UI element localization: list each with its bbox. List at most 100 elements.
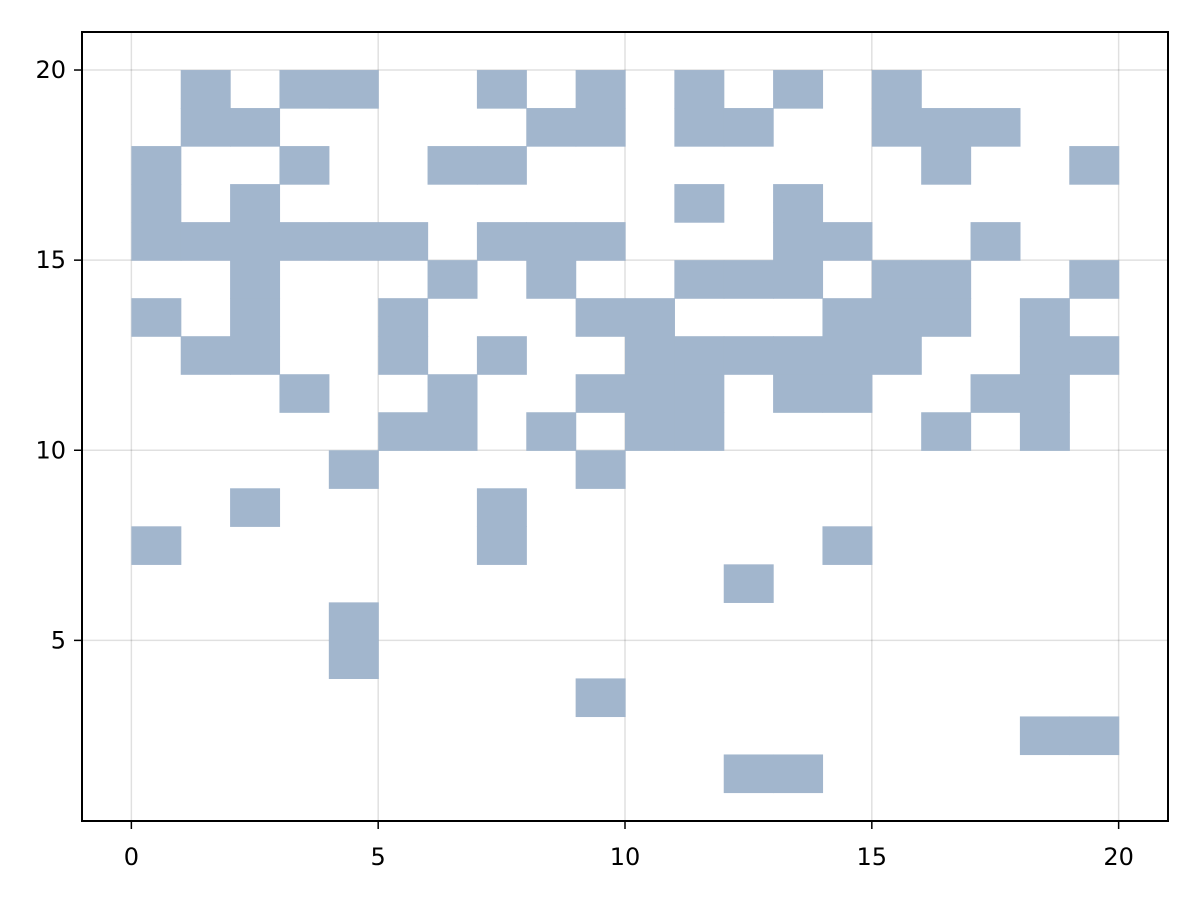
heatmap-cell bbox=[674, 412, 725, 451]
x-tick-label: 20 bbox=[1103, 843, 1134, 871]
heatmap-cell bbox=[723, 336, 774, 375]
heatmap-cell bbox=[328, 222, 379, 261]
heatmap-cell bbox=[575, 70, 626, 109]
heatmap-cell bbox=[1069, 716, 1120, 756]
heatmap-cell bbox=[279, 146, 330, 185]
heatmap-cell bbox=[526, 412, 577, 451]
heatmap-cell bbox=[921, 412, 972, 451]
heatmap-cell bbox=[427, 374, 478, 413]
heatmap-cell bbox=[1019, 412, 1070, 451]
heatmap-cell bbox=[131, 526, 182, 565]
heatmap-cell bbox=[723, 754, 774, 794]
heatmap-cell bbox=[279, 374, 330, 413]
heatmap-cell bbox=[674, 108, 725, 147]
y-tick-label: 10 bbox=[35, 436, 66, 464]
heatmap-cell bbox=[575, 108, 626, 147]
heatmap-cell bbox=[180, 108, 231, 147]
heatmap-cells bbox=[131, 70, 1120, 794]
heatmap-cell bbox=[871, 336, 922, 375]
heatmap-cell bbox=[230, 222, 281, 261]
heatmap-cell bbox=[230, 184, 281, 223]
heatmap-cell bbox=[773, 184, 824, 223]
heatmap-cell bbox=[773, 260, 824, 299]
heatmap-cell bbox=[526, 108, 577, 147]
heatmap-cell bbox=[723, 260, 774, 299]
heatmap-cell bbox=[674, 336, 725, 375]
heatmap-cell bbox=[773, 336, 824, 375]
heatmap-cell bbox=[625, 298, 675, 337]
heatmap-cell bbox=[230, 298, 281, 337]
heatmap-cell bbox=[575, 678, 626, 718]
heatmap-cell bbox=[822, 374, 873, 413]
heatmap-cell bbox=[822, 298, 873, 337]
heatmap-cell bbox=[674, 184, 725, 223]
heatmap-cell bbox=[822, 222, 873, 261]
heatmap-cell bbox=[230, 260, 281, 299]
heatmap-cell bbox=[180, 70, 231, 109]
heatmap-cell bbox=[476, 526, 527, 565]
heatmap-cell bbox=[1019, 298, 1070, 337]
heatmap-cell bbox=[921, 260, 972, 299]
heatmap-cell bbox=[526, 222, 577, 261]
heatmap-cell bbox=[871, 70, 922, 109]
heatmap-cell bbox=[526, 260, 577, 299]
heatmap-cell bbox=[476, 222, 527, 261]
heatmap-cell bbox=[131, 298, 182, 337]
heatmap-cell bbox=[921, 146, 972, 185]
heatmap-cell bbox=[1019, 716, 1070, 756]
heatmap-cell bbox=[476, 70, 527, 109]
heatmap-cell bbox=[822, 526, 873, 565]
heatmap-cell bbox=[625, 336, 675, 375]
heatmap-cell bbox=[871, 260, 922, 299]
y-tick-label: 20 bbox=[35, 56, 66, 84]
heatmap-cell bbox=[921, 108, 972, 147]
y-tick-label: 15 bbox=[35, 246, 66, 274]
heatmap-cell bbox=[476, 336, 527, 375]
heatmap-cell bbox=[279, 222, 330, 261]
heatmap-cell bbox=[773, 754, 824, 794]
heatmap-cell bbox=[773, 70, 824, 109]
x-axis-ticks: 0 5 10 15 20 bbox=[124, 821, 1134, 871]
heatmap-cell bbox=[970, 374, 1021, 413]
heatmap-cell bbox=[328, 602, 379, 641]
heatmap-cell bbox=[1069, 336, 1120, 375]
heatmap-cell bbox=[378, 222, 429, 261]
y-axis-ticks: 5 10 15 20 bbox=[35, 56, 82, 654]
heatmap-cell bbox=[625, 374, 675, 413]
heatmap-cell bbox=[1019, 336, 1070, 375]
heatmap-cell bbox=[575, 450, 626, 489]
heatmap-cell bbox=[871, 298, 922, 337]
heatmap-cell bbox=[230, 488, 281, 527]
heatmap-cell bbox=[427, 412, 478, 451]
heatmap-cell bbox=[674, 374, 725, 413]
heatmap-cell bbox=[180, 222, 231, 261]
heatmap-cell bbox=[279, 70, 330, 109]
x-tick-label: 0 bbox=[124, 843, 139, 871]
heatmap-cell bbox=[230, 336, 281, 375]
heatmap-cell bbox=[822, 336, 873, 375]
heatmap-cell bbox=[674, 260, 725, 299]
heatmap-cell bbox=[1069, 146, 1120, 185]
heatmap-cell bbox=[723, 564, 774, 603]
heatmap-cell bbox=[871, 108, 922, 147]
heatmap-cell bbox=[131, 222, 182, 261]
heatmap-cell bbox=[674, 70, 725, 109]
heatmap-cell bbox=[970, 108, 1021, 147]
heatmap-cell bbox=[773, 222, 824, 261]
heatmap-cell bbox=[575, 222, 626, 261]
heatmap-cell bbox=[328, 640, 379, 680]
heatmap-cell bbox=[328, 450, 379, 489]
heatmap-cell bbox=[378, 298, 429, 337]
heatmap-cell bbox=[427, 260, 478, 299]
heatmap-cell bbox=[970, 222, 1021, 261]
x-tick-label: 15 bbox=[857, 843, 888, 871]
heatmap-cell bbox=[625, 412, 675, 451]
heatmap-cell bbox=[575, 298, 626, 337]
heatmap-cell bbox=[328, 70, 379, 109]
heatmap-cell bbox=[773, 374, 824, 413]
heatmap-cell bbox=[476, 488, 527, 527]
heatmap-cell bbox=[1019, 374, 1070, 413]
y-tick-label: 5 bbox=[51, 626, 66, 654]
